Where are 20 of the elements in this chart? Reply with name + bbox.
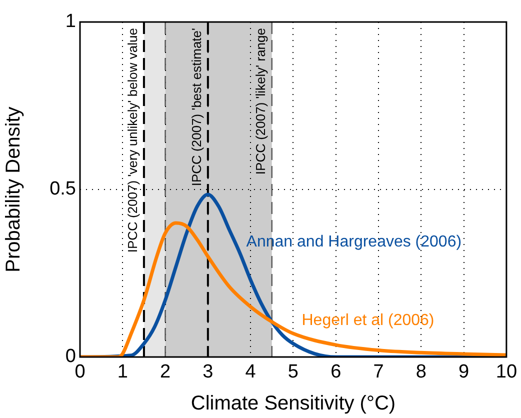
series-label: Hegerl et al (2006) — [302, 312, 434, 330]
ref-line-label: IPCC (2007) 'best estimate' — [189, 28, 204, 186]
x-tick-label: 10 — [496, 362, 518, 383]
line-series — [80, 221, 506, 357]
x-tick-label: 9 — [458, 362, 470, 383]
y-tick-label: 1 — [65, 11, 76, 32]
x-tick-label: 7 — [373, 362, 384, 383]
x-tick-label: 2 — [160, 362, 171, 383]
x-tick-label: 3 — [202, 362, 214, 383]
x-tick-label: 4 — [245, 362, 256, 383]
band-label: IPCC (2007) 'likely' range — [252, 28, 268, 175]
ref-line-label: IPCC (2007) 'very unlikely' below value — [125, 28, 140, 253]
x-tick-label: 1 — [117, 362, 128, 383]
y-tick-label: 0 — [65, 346, 76, 368]
x-tick-label: 5 — [288, 362, 299, 383]
y-axis-title: Probability Density — [2, 106, 25, 272]
y-tick-label: 0.5 — [50, 178, 76, 200]
x-axis-title: Climate Sensitivity (°C) — [190, 392, 396, 415]
x-tick-label: 6 — [330, 362, 342, 383]
x-tick-label: 8 — [416, 362, 426, 383]
